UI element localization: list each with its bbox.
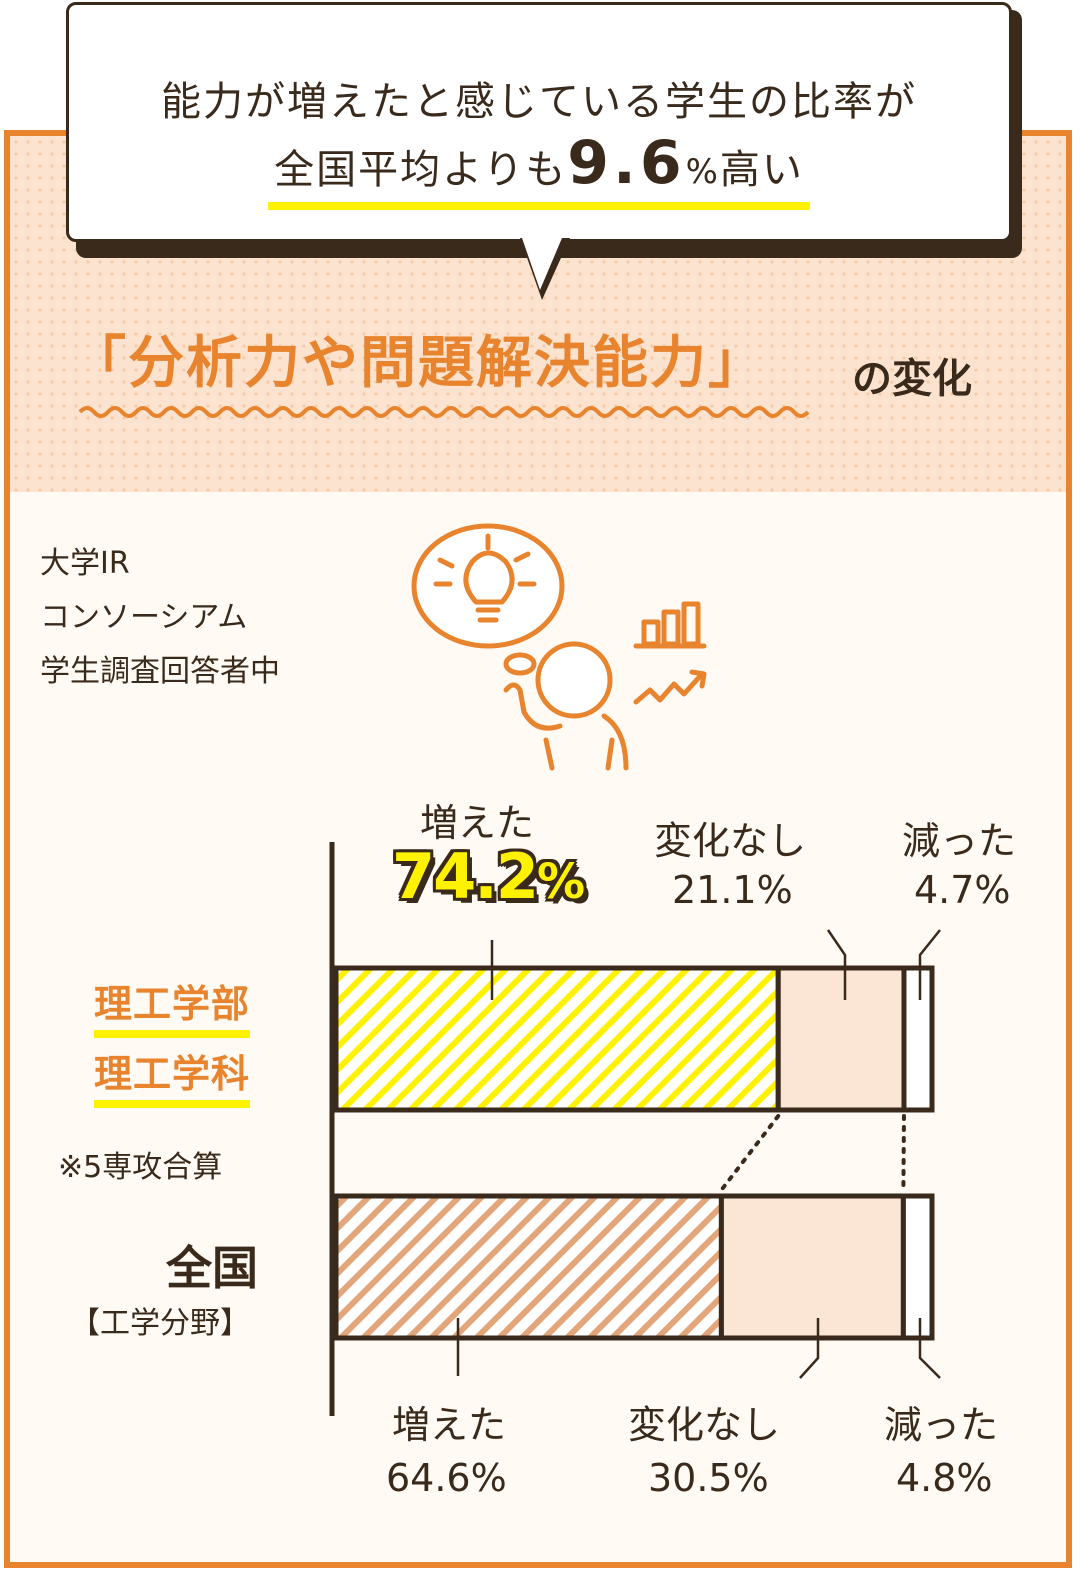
label-national-increased: 増えた bbox=[392, 1403, 507, 1447]
bubble-unit: % bbox=[685, 152, 720, 192]
value-faculty-nochange: 21.1% bbox=[672, 868, 793, 912]
source-line-2: コンソーシアム bbox=[40, 600, 248, 635]
chart-title: 「分析力や問題解決能力」 bbox=[70, 331, 766, 396]
label-faculty-nochange: 変化なし bbox=[654, 819, 807, 863]
connector-dotted-left bbox=[719, 1114, 781, 1192]
category-note: ※5専攻合算 bbox=[58, 1150, 223, 1185]
thinking-person-icon bbox=[411, 523, 707, 771]
bar-national-increased bbox=[333, 1193, 724, 1341]
bar-faculty-increased bbox=[333, 965, 781, 1113]
bubble-number: 9.6 bbox=[567, 128, 686, 198]
bar-national-decreased bbox=[900, 1193, 935, 1341]
value-faculty-increased-unit: % bbox=[536, 854, 585, 910]
bubble-prefix: 全国平均よりも bbox=[274, 147, 568, 193]
category-national: 全国 bbox=[166, 1241, 258, 1295]
chart-title-suffix: の変化 bbox=[852, 356, 972, 402]
label-faculty-decreased: 減った bbox=[902, 819, 1017, 863]
bar-faculty-decreased bbox=[901, 965, 935, 1113]
title-wavy-underline bbox=[78, 406, 810, 418]
value-faculty-increased-number: 74.2 bbox=[392, 840, 539, 913]
bar-group bbox=[333, 965, 935, 1341]
connector-dotted-right bbox=[901, 1114, 906, 1192]
value-national-increased: 64.6% bbox=[386, 1456, 507, 1500]
value-faculty-decreased: 4.7% bbox=[914, 868, 1011, 912]
bar-national-nochange bbox=[718, 1193, 906, 1341]
bubble-tail-inner bbox=[522, 238, 562, 290]
leader-national-decreased bbox=[918, 1318, 941, 1379]
category-national-sub: 【工学分野】 bbox=[70, 1306, 250, 1341]
leader-faculty-nochange bbox=[826, 929, 847, 1000]
bubble-subline: 全国平均よりも9.6%高い bbox=[69, 133, 1009, 210]
bubble-headline: 能力が増えたと感じている学生の比率が bbox=[161, 79, 917, 125]
value-faculty-increased: 74.2% bbox=[392, 840, 585, 913]
category-faculty-line1: 理工学部 bbox=[94, 978, 251, 1038]
label-national-decreased: 減った bbox=[884, 1403, 999, 1447]
value-national-nochange: 30.5% bbox=[648, 1456, 769, 1500]
bubble-suffix: 高い bbox=[719, 147, 804, 193]
category-faculty-line2: 理工学科 bbox=[94, 1048, 251, 1108]
bar-faculty-nochange bbox=[775, 965, 907, 1113]
label-faculty-increased: 増えた bbox=[420, 801, 535, 845]
value-national-decreased: 4.8% bbox=[896, 1456, 993, 1500]
bubble-highlight: 全国平均よりも9.6%高い bbox=[268, 133, 810, 210]
source-line-3: 学生調査回答者中 bbox=[40, 654, 280, 689]
source-line-1: 大学IR bbox=[40, 546, 130, 581]
label-national-nochange: 変化なし bbox=[628, 1403, 781, 1447]
leader-faculty-decreased bbox=[918, 929, 941, 1000]
leader-lines bbox=[456, 929, 941, 1379]
leader-national-nochange bbox=[799, 1318, 820, 1379]
speech-bubble: 能力が増えたと感じている学生の比率が 全国平均よりも9.6%高い bbox=[66, 2, 1012, 242]
